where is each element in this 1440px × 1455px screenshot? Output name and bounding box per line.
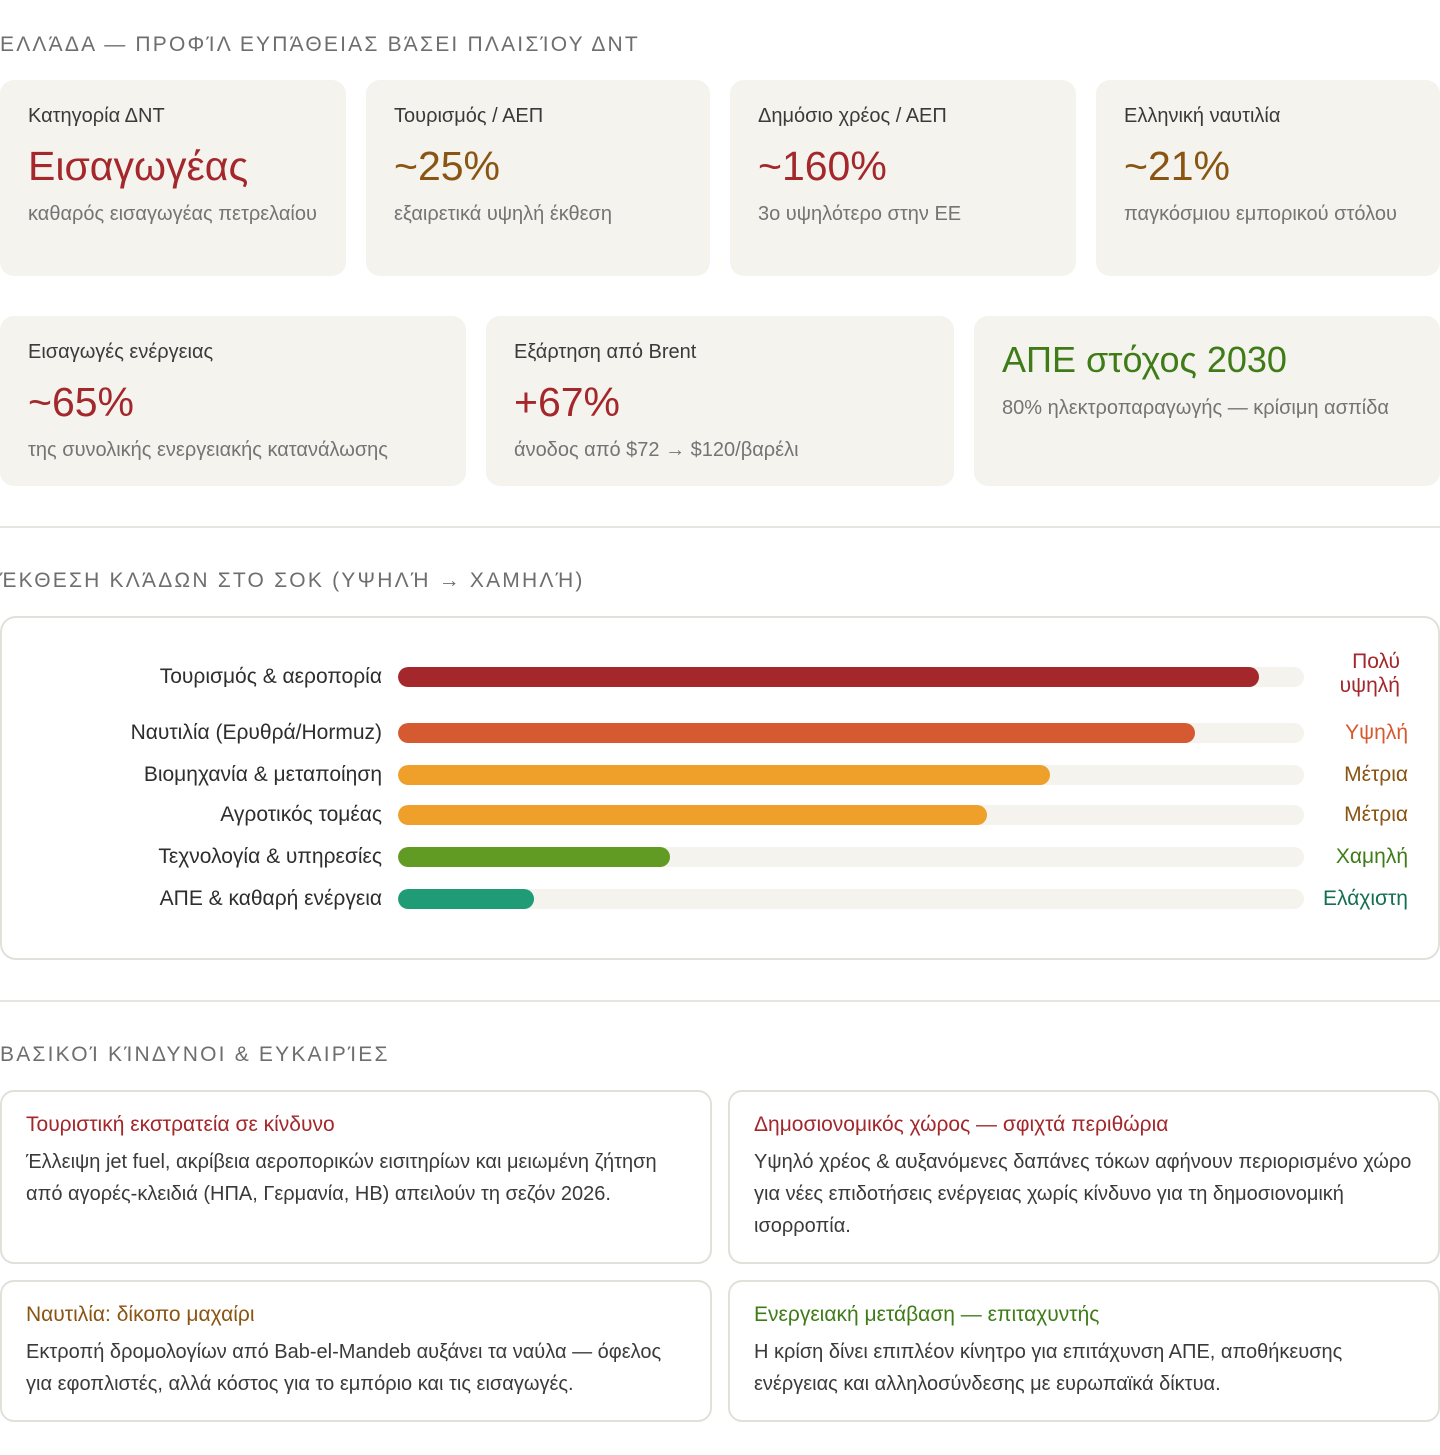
risk-card-body: Εκτροπή δρομολογίων από Bab-el-Mandeb αυ… [26,1341,662,1395]
sector-name: Βιομηχανία & μεταποίηση [143,763,382,786]
risk-card-title: Δημοσιονομικός χώρος — σφιχτά περιθώρια [754,1113,1169,1136]
metric-subtext: 3ο υψηλότερο στην ΕΕ [758,203,962,225]
sector-exposure-level: Ελάχιστη [1323,887,1408,910]
metric-card-energy-imports: Εισαγωγές ενέργειας ~65% της συνολικής ε… [0,316,466,486]
metric-card-imf-category: Κατηγορία ΔΝΤ Εισαγωγέας καθαρός εισαγωγ… [0,80,346,276]
sector-exposure-level: Μέτρια [1344,803,1408,826]
sector-bar-fill [398,765,1051,785]
risk-card-title: Ναυτιλία: δίκοπο μαχαίρι [26,1303,255,1326]
metric-value: Εισαγωγέας [28,143,249,189]
sector-bar-track [398,765,1304,785]
metric-subtext: καθαρός εισαγωγέας πετρελαίου [28,203,317,225]
sector-bar-track [398,667,1304,687]
sector-bar-fill [398,667,1259,687]
sector-exposure-level: Μέτρια [1344,763,1408,786]
sector-bar-fill [398,805,987,825]
metric-value: ~21% [1124,143,1231,189]
sector-bar-fill [398,889,534,909]
sector-name: Αγροτικός τομέας [220,803,382,826]
sector-exposure-level: Υψηλή [1345,721,1408,744]
risks-section-title: ΒΑΣΙΚΟΊ ΚΊΝΔΥΝΟΙ & ΕΥΚΑΙΡΊΕΣ [0,1043,390,1066]
metric-label: Ελληνική ναυτιλία [1124,105,1281,127]
sector-bar-row: Αγροτικός τομέας Μέτρια [0,800,1440,830]
sector-name: Τουρισμός & αεροπορία [159,665,382,688]
sector-name: Τεχνολογία & υπηρεσίες [158,845,382,868]
metric-subtext: παγκόσμιου εμπορικού στόλου [1124,203,1397,225]
metric-label: Δημόσιο χρέος / ΑΕΠ [758,105,947,127]
exposure-section-title: ΈΚΘΕΣΗ ΚΛΆΔΩΝ ΣΤΟ ΣΟΚ (ΥΨΗΛΉ → ΧΑΜΗΛΉ) [0,569,585,592]
sector-exposure-level: Πολύ υψηλή [1339,650,1400,697]
sector-bar-row: Τουρισμός & αεροπορία Πολύ υψηλή [0,650,1440,697]
sector-bar-row: Ναυτιλία (Ερυθρά/Hormuz) Υψηλή [0,718,1440,748]
metric-card-greek-shipping: Ελληνική ναυτιλία ~21% παγκόσμιου εμπορι… [1096,80,1440,276]
metric-card-tourism-gdp: Τουρισμός / ΑΕΠ ~25% εξαιρετικά υψηλή έκ… [366,80,710,276]
sector-bar-row: Βιομηχανία & μεταποίηση Μέτρια [0,760,1440,790]
metric-card-brent-dependence: Εξάρτηση από Brent +67% άνοδος από $72 →… [486,316,954,486]
metric-value: +67% [514,379,621,425]
sector-bar-row: ΑΠΕ & καθαρή ενέργεια Ελάχιστη [0,884,1440,914]
sector-bar-track [398,723,1304,743]
metric-label: Κατηγορία ΔΝΤ [28,105,165,127]
metric-label: Εισαγωγές ενέργειας [28,341,214,363]
sector-name: ΑΠΕ & καθαρή ενέργεια [159,887,382,910]
metric-value: ~65% [28,379,135,425]
metric-card-public-debt: Δημόσιο χρέος / ΑΕΠ ~160% 3ο υψηλότερο σ… [730,80,1076,276]
risk-card-fiscal: Δημοσιονομικός χώρος — σφιχτά περιθώρια … [728,1090,1440,1264]
risk-card-shipping: Ναυτιλία: δίκοπο μαχαίρι Εκτροπή δρομολο… [0,1280,712,1422]
sector-exposure-level: Χαμηλή [1335,845,1408,868]
sector-bar-row: Τεχνολογία & υπηρεσίες Χαμηλή [0,842,1440,872]
metric-value: ΑΠΕ στόχος 2030 [1002,339,1287,380]
metric-label: Τουρισμός / ΑΕΠ [394,105,544,127]
metric-subtext: άνοδος από $72 → $120/βαρέλι [514,439,799,461]
profile-section-title: ΕΛΛΆΔΑ — ΠΡΟΦΊΛ ΕΥΠΆΘΕΙΑΣ ΒΆΣΕΙ ΠΛΑΙΣΊΟΥ… [0,33,640,56]
section-divider [0,1000,1440,1002]
risk-card-tourism: Τουριστική εκστρατεία σε κίνδυνο Έλλειψη… [0,1090,712,1264]
metric-card-res-target: ΑΠΕ στόχος 2030 80% ηλεκτροπαραγωγής — κ… [974,316,1440,486]
metric-subtext: 80% ηλεκτροπαραγωγής — κρίσιμη ασπίδα [1002,397,1389,419]
sector-bar-fill [398,847,670,867]
sector-bar-fill [398,723,1196,743]
risk-card-body: Έλλειψη jet fuel, ακρίβεια αεροπορικών ε… [26,1151,657,1205]
sector-bar-track [398,889,1304,909]
sector-bar-track [398,847,1304,867]
metric-subtext: εξαιρετικά υψηλή έκθεση [394,203,613,225]
risk-card-energy-transition: Ενεργειακή μετάβαση — επιταχυντής Η κρίσ… [728,1280,1440,1422]
risk-card-title: Τουριστική εκστρατεία σε κίνδυνο [26,1113,335,1136]
section-divider [0,526,1440,528]
risk-card-body: Η κρίση δίνει επιπλέον κίνητρο για επιτά… [754,1341,1343,1395]
metric-value: ~25% [394,143,501,189]
sector-bar-track [398,805,1304,825]
metric-label: Εξάρτηση από Brent [514,341,697,363]
metric-value: ~160% [758,143,887,189]
metric-subtext: της συνολικής ενεργειακής κατανάλωσης [28,439,388,461]
risk-card-title: Ενεργειακή μετάβαση — επιταχυντής [754,1303,1100,1326]
risk-card-body: Υψηλό χρέος & αυξανόμενες δαπάνες τόκων … [754,1151,1412,1237]
sector-name: Ναυτιλία (Ερυθρά/Hormuz) [130,721,382,744]
